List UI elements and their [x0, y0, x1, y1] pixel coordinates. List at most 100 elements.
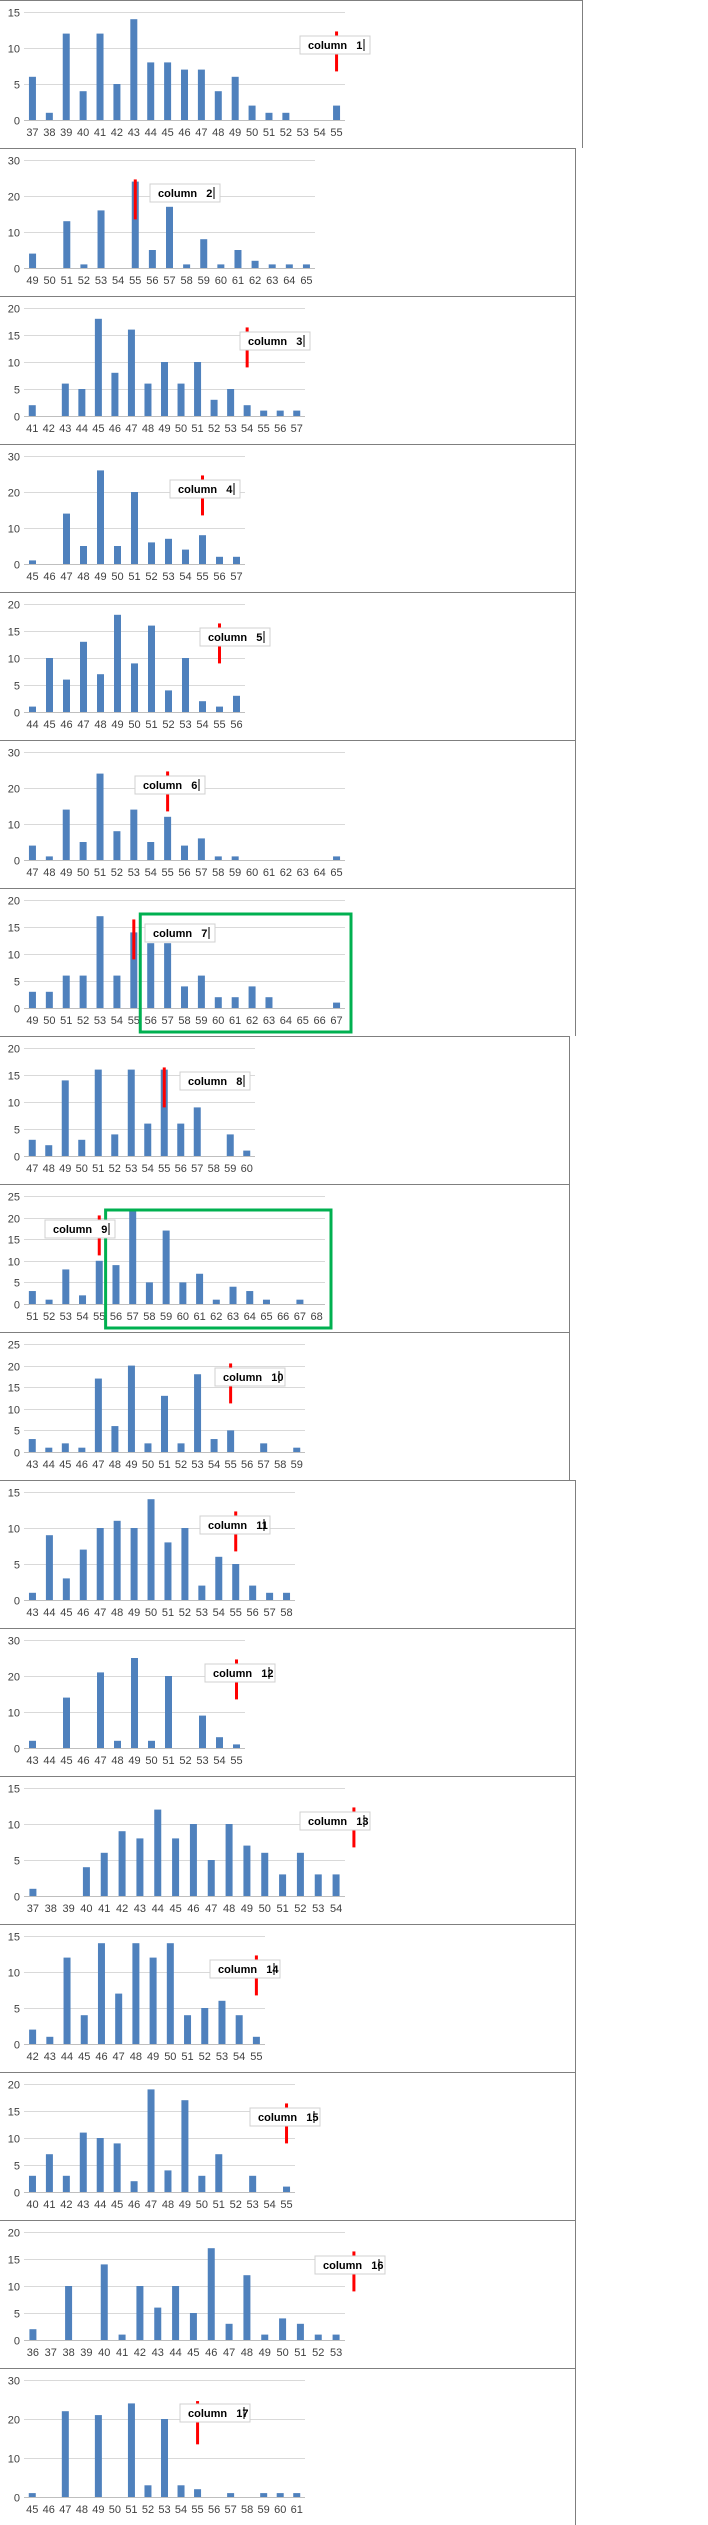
y-tick-label: 0: [14, 708, 20, 720]
bar: [166, 1943, 174, 2044]
bar: [233, 1744, 240, 1748]
x-tick-label: 41: [98, 1903, 110, 1915]
x-tick-label: 45: [60, 1607, 72, 1619]
annotation-label: column 10: [223, 1372, 284, 1384]
x-tick-label: 52: [208, 423, 220, 435]
bar: [118, 1831, 126, 1896]
x-tick-label: 58: [208, 1163, 220, 1175]
x-tick-label: 53: [94, 1015, 106, 1027]
x-tick-label: 55: [191, 2504, 203, 2516]
x-tick-label: 60: [274, 2504, 286, 2516]
bar: [262, 1299, 270, 1304]
annotation-label: column 3: [248, 336, 302, 348]
x-tick-label: 61: [193, 1311, 205, 1323]
annotation-box: [44, 1219, 116, 1239]
x-tick-label: 57: [191, 1163, 203, 1175]
y-tick-label: 0: [14, 1152, 20, 1164]
y-tick-label: 0: [14, 116, 20, 128]
bar: [293, 2493, 301, 2497]
bar: [181, 1528, 189, 1600]
x-tick-label: 47: [94, 1755, 106, 1767]
x-tick-label: 50: [196, 2199, 208, 2211]
x-tick-label: 51: [145, 719, 157, 731]
bar: [149, 1957, 157, 2044]
bar: [97, 1672, 104, 1748]
x-tick-label: 67: [330, 1015, 342, 1027]
bar: [161, 1395, 168, 1452]
x-tick-label: 51: [94, 867, 106, 879]
bar: [129, 1208, 137, 1304]
x-tick-label: 43: [152, 2347, 164, 2359]
bar: [136, 1838, 144, 1896]
x-tick-label: 48: [111, 1607, 123, 1619]
bar: [225, 2323, 233, 2340]
chart-svg-5: 0 5 10 15 20 44 45 46 47 48 49 50 51 52 53 54 55 56 column…: [0, 592, 576, 740]
bar: [181, 69, 188, 120]
x-tick-label: 48: [111, 1755, 123, 1767]
chart-panel-6: 0 10 20 30 47 48 49 50 51 52 53 54 55 56 57 58 59 60 61 62 6…: [0, 740, 708, 888]
x-tick-label: 62: [249, 275, 261, 287]
x-tick-label: 54: [263, 2199, 275, 2211]
bar: [164, 1542, 172, 1600]
x-tick-label: 51: [162, 1607, 174, 1619]
y-tick-label: 30: [8, 1636, 20, 1648]
bar: [118, 2334, 126, 2340]
x-tick-label: 52: [78, 275, 90, 287]
bar: [61, 2411, 69, 2497]
x-tick-label: 47: [205, 1903, 217, 1915]
x-tick-label: 63: [297, 867, 309, 879]
bar: [293, 410, 301, 416]
y-tick-label: 10: [8, 44, 20, 56]
bar: [100, 1852, 108, 1896]
x-tick-label: 55: [129, 275, 141, 287]
bar: [63, 1697, 70, 1748]
x-tick-label: 47: [145, 2199, 157, 2211]
bar: [282, 112, 290, 120]
bar: [96, 1528, 104, 1600]
bar: [29, 2329, 37, 2340]
x-tick-label: 47: [26, 867, 38, 879]
x-tick-label: 55: [330, 127, 342, 139]
bar: [231, 76, 239, 120]
chart-panel-14: 0 5 10 15 42 43 44 45 46 47 48 49 50 51 52 53 54 55 column…: [0, 1924, 708, 2072]
bar: [225, 1824, 233, 1896]
bar: [94, 1378, 102, 1452]
bar: [62, 1578, 70, 1600]
x-tick-label: 59: [258, 2504, 270, 2516]
x-tick-label: 59: [229, 867, 241, 879]
bar: [45, 112, 53, 120]
bar: [314, 1874, 322, 1896]
y-tick-label: 20: [8, 896, 20, 908]
y-tick-label: 15: [8, 1235, 20, 1247]
x-tick-label: 58: [280, 1607, 292, 1619]
bar: [82, 1867, 90, 1896]
bar: [28, 1139, 36, 1156]
x-tick-label: 62: [210, 1311, 222, 1323]
chart-panel-11: 0 5 10 15 43 44 45 46 47 48 49 50 51 52 53 54 55 56 57 58 co…: [0, 1480, 708, 1628]
x-tick-label: 48: [77, 571, 89, 583]
annotation-label: column 13: [308, 1816, 369, 1828]
x-tick-label: 51: [191, 423, 203, 435]
bar: [197, 838, 205, 860]
bar: [148, 1740, 155, 1748]
annotation-label: column 5: [208, 632, 262, 644]
bar: [96, 773, 104, 860]
bar: [111, 372, 119, 416]
annotation-label: column 16: [323, 2260, 384, 2272]
x-tick-label: 54: [241, 423, 253, 435]
y-tick-label: 25: [8, 1192, 20, 1204]
x-tick-label: 58: [178, 1015, 190, 1027]
bar: [29, 706, 36, 712]
x-tick-label: 43: [26, 1607, 38, 1619]
bar: [216, 1737, 223, 1748]
bar: [78, 1447, 86, 1452]
x-tick-label: 57: [263, 1607, 275, 1619]
x-tick-label: 60: [177, 1311, 189, 1323]
bar: [251, 260, 259, 268]
x-tick-label: 55: [230, 1607, 242, 1619]
bar: [164, 943, 172, 1008]
y-tick-label: 10: [8, 524, 20, 536]
chart-svg-16: 0 5 10 15 20 36 37 38 39 40 41 42 43 44 45 46 47 48 49 50 51…: [0, 2220, 576, 2368]
bar: [97, 674, 104, 712]
